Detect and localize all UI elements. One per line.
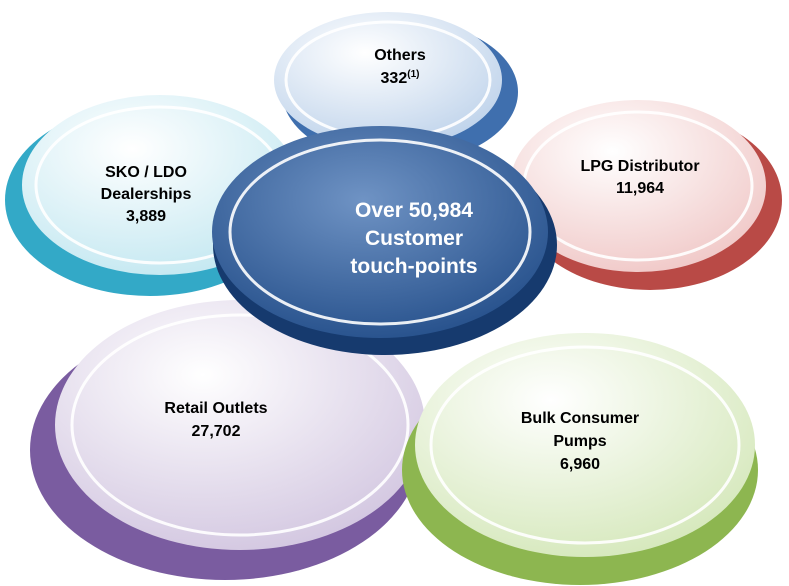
node-value: 6,960: [560, 456, 600, 473]
node-label: SKO / LDO: [105, 164, 187, 181]
node-label: Bulk Consumer: [521, 410, 639, 427]
node-value: 332(1): [381, 69, 420, 87]
node-label: Others: [374, 47, 426, 64]
node-label: Retail Outlets: [164, 400, 267, 417]
piece-lpg: [510, 100, 782, 290]
node-label: Dealerships: [101, 186, 192, 203]
center-line: Customer: [365, 227, 463, 250]
node-label: Pumps: [553, 433, 606, 450]
node-label: LPG Distributor: [580, 158, 699, 175]
center-line: Over 50,984: [355, 199, 473, 222]
node-value: 27,702: [192, 423, 241, 440]
note: (1): [407, 69, 419, 80]
center-line: touch-points: [350, 255, 477, 278]
node-value: 11,964: [616, 180, 664, 197]
piece-bulk: [402, 333, 758, 585]
piece-center: [212, 126, 557, 355]
piece-others: [274, 12, 518, 164]
node-value: 3,889: [126, 208, 166, 225]
piece-retail: [30, 300, 425, 580]
value: 332: [381, 70, 408, 87]
